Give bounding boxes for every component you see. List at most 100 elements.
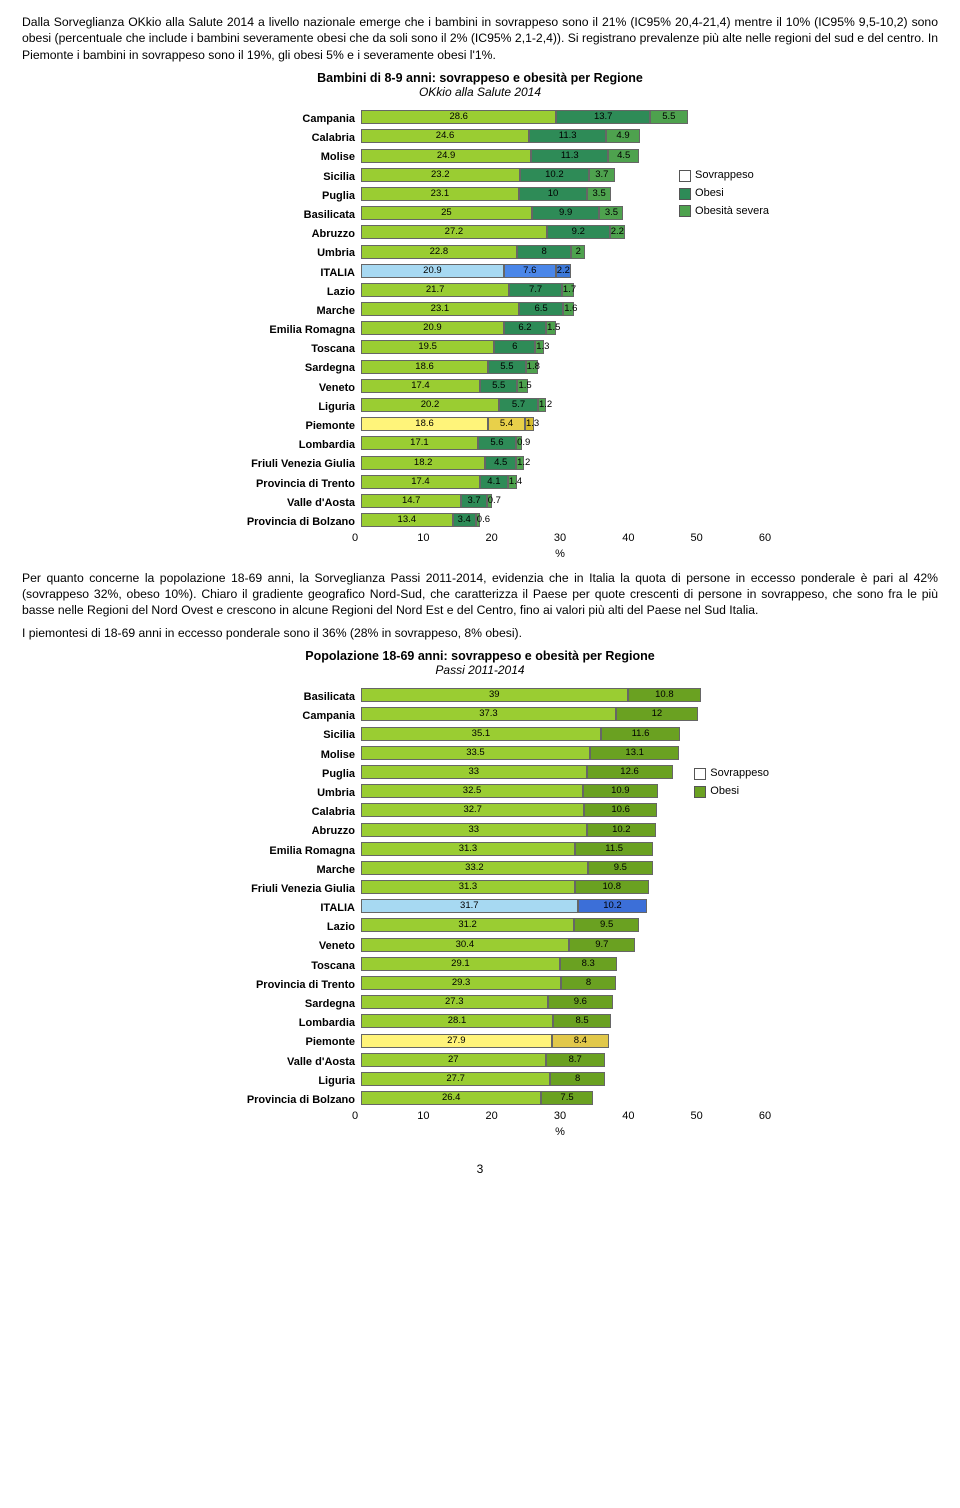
chart-row: Valle d'Aosta14.73.70.7 bbox=[195, 493, 765, 512]
row-label: Sardegna bbox=[195, 998, 361, 1010]
row-label: Sicilia bbox=[195, 171, 361, 183]
bar-segment: 7.7 bbox=[509, 283, 562, 297]
bar-segment: 1.2 bbox=[516, 456, 524, 470]
bar-segment: 25 bbox=[361, 206, 532, 220]
row-label: Emilia Romagna bbox=[195, 845, 361, 857]
bar-segment: 27.9 bbox=[361, 1034, 552, 1048]
bar-segment: 5.5 bbox=[488, 360, 526, 374]
row-label: ITALIA bbox=[195, 902, 361, 914]
bar-segment: 33.5 bbox=[361, 746, 590, 760]
legend-item: Sovrappeso bbox=[679, 167, 769, 185]
chart-row: Puglia3312.6 bbox=[195, 764, 765, 783]
axis-tick: 50 bbox=[691, 532, 703, 544]
chart-row: Provincia di Trento17.44.11.4 bbox=[195, 474, 765, 493]
row-label: Calabria bbox=[195, 132, 361, 144]
row-label: Lazio bbox=[195, 286, 361, 298]
bar-segment: 20.2 bbox=[361, 398, 499, 412]
bar-area: 33.513.1 bbox=[361, 745, 765, 764]
bar-area: 31.311.5 bbox=[361, 841, 765, 860]
chart1: Campania28.613.75.5Calabria24.611.34.9Mo… bbox=[195, 109, 765, 559]
legend-swatch bbox=[694, 768, 706, 780]
bar-segment: 17.4 bbox=[361, 379, 480, 393]
chart-row: Sardegna18.65.51.8 bbox=[195, 359, 765, 378]
chart1-title: Bambini di 8-9 anni: sovrappeso e obesit… bbox=[22, 71, 938, 85]
bar-segment: 11.3 bbox=[531, 149, 608, 163]
bar-segment: 8.7 bbox=[546, 1053, 605, 1067]
bar-area: 18.24.51.2 bbox=[361, 455, 765, 474]
bar-segment: 24.9 bbox=[361, 149, 531, 163]
bar-segment: 27.2 bbox=[361, 225, 547, 239]
bar-area: 33.29.5 bbox=[361, 860, 765, 879]
bar-segment: 9.2 bbox=[547, 225, 610, 239]
bar-segment: 19.5 bbox=[361, 340, 494, 354]
row-label: Liguria bbox=[195, 401, 361, 413]
bar-segment: 17.4 bbox=[361, 475, 480, 489]
bar-segment: 30.4 bbox=[361, 938, 569, 952]
bar-segment: 1.6 bbox=[563, 302, 574, 316]
legend-label: Obesi bbox=[710, 783, 739, 801]
row-label: Provincia di Bolzano bbox=[195, 516, 361, 528]
bar-segment: 7.6 bbox=[504, 264, 556, 278]
chart-row: Piemonte18.65.41.3 bbox=[195, 416, 765, 435]
bar-segment: 32.5 bbox=[361, 784, 583, 798]
chart-row: Basilicata3910.8 bbox=[195, 687, 765, 706]
bar-area: 26.47.5 bbox=[361, 1090, 765, 1109]
chart-row: Calabria32.710.6 bbox=[195, 803, 765, 822]
bar-segment: 23.2 bbox=[361, 168, 520, 182]
row-label: Provincia di Bolzano bbox=[195, 1094, 361, 1106]
row-label: Lazio bbox=[195, 921, 361, 933]
bar-area: 14.73.70.7 bbox=[361, 493, 765, 512]
chart-row: Abruzzo3310.2 bbox=[195, 822, 765, 841]
bar-segment: 29.3 bbox=[361, 976, 561, 990]
legend-swatch bbox=[679, 170, 691, 182]
bar-segment: 10.2 bbox=[578, 899, 648, 913]
bar-segment: 1.2 bbox=[538, 398, 546, 412]
bar-segment: 4.1 bbox=[480, 475, 508, 489]
axis-tick: 60 bbox=[759, 1110, 771, 1122]
chart-row: Lazio31.29.5 bbox=[195, 918, 765, 937]
bar-segment: 9.6 bbox=[548, 995, 614, 1009]
bar-segment: 31.3 bbox=[361, 880, 575, 894]
bar-segment: 9.5 bbox=[588, 861, 653, 875]
row-label: Veneto bbox=[195, 382, 361, 394]
chart-row: Lazio21.77.71.7 bbox=[195, 282, 765, 301]
bar-segment: 10 bbox=[519, 187, 587, 201]
bar-segment: 3.5 bbox=[599, 206, 623, 220]
row-label: Abruzzo bbox=[195, 228, 361, 240]
row-label: Marche bbox=[195, 864, 361, 876]
bar-segment: 2 bbox=[571, 245, 585, 259]
bar-segment: 4.9 bbox=[606, 129, 639, 143]
chart-row: Friuli Venezia Giulia18.24.51.2 bbox=[195, 455, 765, 474]
bar-segment: 14.7 bbox=[361, 494, 461, 508]
bar-segment: 11.3 bbox=[529, 129, 606, 143]
chart-row: Umbria22.882 bbox=[195, 244, 765, 263]
chart-row: Campania28.613.75.5 bbox=[195, 109, 765, 128]
axis-tick: 50 bbox=[691, 1110, 703, 1122]
bar-segment: 18.6 bbox=[361, 417, 488, 431]
bar-area: 18.65.51.8 bbox=[361, 359, 765, 378]
legend-swatch bbox=[694, 786, 706, 798]
row-label: Sicilia bbox=[195, 729, 361, 741]
bar-segment: 27.3 bbox=[361, 995, 548, 1009]
chart-row: Campania37.312 bbox=[195, 707, 765, 726]
bar-segment: 28.6 bbox=[361, 110, 556, 124]
bar-segment: 31.7 bbox=[361, 899, 578, 913]
legend-label: Obesi bbox=[695, 185, 724, 203]
bar-segment: 10.9 bbox=[583, 784, 657, 798]
bar-area: 27.29.22.2 bbox=[361, 225, 765, 244]
chart-row: Marche33.29.5 bbox=[195, 860, 765, 879]
row-label: Toscana bbox=[195, 343, 361, 355]
bar-area: 23.16.51.6 bbox=[361, 301, 765, 320]
bar-segment: 33 bbox=[361, 823, 587, 837]
bar-segment: 37.3 bbox=[361, 707, 616, 721]
axis-tick: 0 bbox=[352, 1110, 358, 1122]
chart-row: Valle d'Aosta278.7 bbox=[195, 1052, 765, 1071]
bar-segment: 2.2 bbox=[610, 225, 625, 239]
row-label: Basilicata bbox=[195, 691, 361, 703]
axis-tick: 40 bbox=[622, 532, 634, 544]
chart-row: Veneto30.49.7 bbox=[195, 937, 765, 956]
chart-row: ITALIA31.710.2 bbox=[195, 898, 765, 917]
chart-row: Marche23.16.51.6 bbox=[195, 301, 765, 320]
x-axis: 0102030405060 bbox=[355, 1110, 765, 1124]
row-label: Friuli Venezia Giulia bbox=[195, 883, 361, 895]
